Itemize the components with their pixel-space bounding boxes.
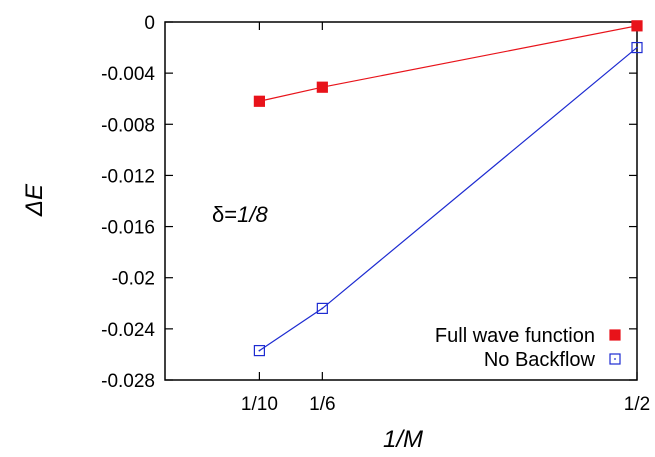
- y-tick-label: -0.02: [112, 269, 155, 290]
- series-line-2: [259, 47, 638, 352]
- series-1-point: [253, 95, 265, 107]
- y-tick-label: -0.008: [101, 115, 155, 136]
- x-tick-label: 1/10: [241, 394, 278, 415]
- y-tick-label: 0: [144, 13, 155, 34]
- legend-marker-dot-2: [614, 358, 616, 360]
- y-tick-label: -0.024: [101, 320, 155, 341]
- y-tick-label: -0.004: [101, 64, 155, 85]
- x-tick-label: 1/2: [624, 394, 650, 415]
- y-axis-title: ΔE: [21, 183, 48, 217]
- series-2-point: [253, 344, 265, 357]
- series-1-point: [316, 81, 328, 93]
- series-2-point: [631, 41, 643, 54]
- series-2-point-dot: [636, 46, 638, 49]
- delta-annotation: δ=1/8: [212, 202, 268, 227]
- delta-annotation-prefix: δ=: [212, 202, 237, 227]
- y-tick-label: -0.012: [101, 166, 155, 187]
- series-line-1: [259, 25, 638, 102]
- plot-frame: [164, 21, 638, 381]
- x-tick-label: 1/6: [309, 394, 335, 415]
- y-tick-label: -0.016: [101, 218, 155, 239]
- delta-annotation-value: 1/8: [237, 202, 268, 227]
- series-2-point: [316, 302, 328, 314]
- series-1-point: [631, 20, 643, 32]
- legend-label-2: No Backflow: [484, 349, 596, 371]
- x-axis-title: 1/M: [383, 426, 423, 453]
- series-2-point-dot: [321, 307, 324, 310]
- legend-label-1: Full wave function: [435, 325, 595, 347]
- legend-marker-1: [609, 329, 621, 341]
- series-2-point-dot: [258, 349, 261, 352]
- y-tick-label: -0.028: [101, 371, 155, 392]
- legend-marker-2: [609, 353, 621, 365]
